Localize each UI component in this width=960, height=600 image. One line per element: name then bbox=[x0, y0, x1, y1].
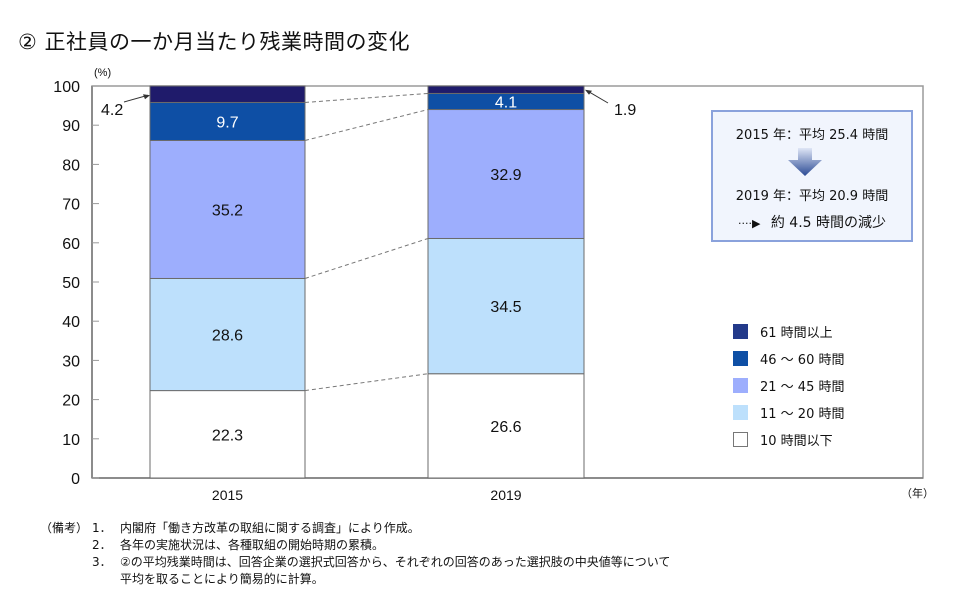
data-label: 32.9 bbox=[490, 167, 521, 184]
note-text: ②の平均残業時間は、回答企業の選択式回答から、それぞれの回答のあった選択肢の中央… bbox=[120, 555, 671, 569]
bar-segment bbox=[149, 390, 306, 479]
legend-swatch bbox=[733, 351, 748, 366]
bar-segment bbox=[149, 101, 306, 141]
legend-label: 61 時間以上 bbox=[760, 326, 833, 341]
y-tick-label: 70 bbox=[62, 197, 80, 214]
summary-box: 2015 年：平均 25.4 時間 2019 年：平均 20.9 時間 ····… bbox=[711, 110, 913, 242]
y-tick-label: 10 bbox=[62, 432, 80, 449]
x-axis-unit: （年） bbox=[901, 486, 934, 500]
connector-line bbox=[304, 373, 429, 392]
x-tick-label: 2019 bbox=[490, 487, 521, 503]
legend-swatch bbox=[733, 405, 748, 420]
note-number: 1． bbox=[92, 521, 112, 535]
legend-item: 10 時間以下 bbox=[733, 426, 844, 453]
summary-result: 約 4.5 時間の減少 bbox=[770, 215, 887, 231]
bar-segment bbox=[427, 109, 585, 239]
y-tick-label: 80 bbox=[62, 157, 80, 174]
legend-label: 10 時間以下 bbox=[760, 434, 833, 449]
data-label: 28.6 bbox=[212, 328, 243, 345]
data-label: 22.3 bbox=[212, 427, 243, 444]
callout-arrowhead bbox=[143, 94, 150, 100]
y-tick-label: 50 bbox=[62, 275, 80, 292]
legend-item: 61 時間以上 bbox=[733, 318, 844, 345]
data-label: 9.7 bbox=[216, 114, 238, 131]
note-text: 各年の実施状況は、各種取組の開始時期の累積。 bbox=[120, 538, 385, 552]
x-tick-label: 2015 bbox=[212, 487, 243, 503]
bar-segment bbox=[427, 237, 585, 375]
callout-label: 4.2 bbox=[101, 102, 123, 119]
legend-label: 11 ～ 20 時間 bbox=[760, 407, 845, 422]
summary-2015: 2015 年：平均 25.4 時間 bbox=[735, 128, 889, 143]
note-number bbox=[92, 571, 120, 588]
summary-2019: 2019 年：平均 20.9 時間 bbox=[735, 189, 889, 204]
connector-line bbox=[304, 92, 429, 103]
y-tick-label: 30 bbox=[62, 353, 80, 370]
stacked-bar-chart: 0 10 20 30 40 50 60 70 80 90 100 22.3 28.6 35.2 9.7 20… bbox=[53, 67, 934, 503]
y-tick-label: 40 bbox=[62, 314, 80, 331]
data-label: 34.5 bbox=[490, 299, 521, 316]
bar-segment bbox=[149, 277, 306, 392]
legend-swatch bbox=[733, 378, 748, 393]
bar-segment bbox=[427, 373, 585, 479]
legend: 61 時間以上 46 ～ 60 時間 21 ～ 45 時間 11 ～ 20 時間… bbox=[733, 318, 844, 453]
connector-line bbox=[304, 238, 429, 279]
dotted-arrow-icon: ····▶ bbox=[737, 217, 761, 230]
legend-item: 46 ～ 60 時間 bbox=[733, 345, 844, 372]
data-label: 4.1 bbox=[495, 94, 517, 111]
callout-arrowhead bbox=[585, 89, 592, 95]
note-text: 平均を取ることにより簡易的に計算。 bbox=[120, 572, 324, 586]
data-label: 35.2 bbox=[212, 202, 243, 219]
note-text: 内閣府「働き方改革の取組に関する調査」により作成。 bbox=[120, 521, 420, 535]
note-number: 3． bbox=[92, 555, 112, 569]
legend-label: 46 ～ 60 時間 bbox=[760, 353, 845, 368]
y-tick-label: 0 bbox=[71, 471, 80, 488]
legend-swatch bbox=[733, 324, 748, 339]
down-arrow-icon bbox=[788, 148, 822, 176]
callout-label: 1.9 bbox=[614, 102, 636, 119]
y-tick-label: 20 bbox=[62, 393, 80, 410]
bar-segment bbox=[427, 85, 585, 94]
y-tick-label: 60 bbox=[62, 236, 80, 253]
legend-label: 21 ～ 45 時間 bbox=[760, 380, 845, 395]
data-label: 26.6 bbox=[490, 419, 521, 436]
notes: （備考） 1． 内閣府「働き方改革の取組に関する調査」により作成。 2． 各年の… bbox=[40, 520, 670, 588]
notes-head: （備考） bbox=[40, 521, 89, 535]
legend-item: 21 ～ 45 時間 bbox=[733, 372, 844, 399]
bar-segment bbox=[149, 85, 306, 103]
y-tick-label: 100 bbox=[53, 79, 80, 96]
callout-line bbox=[586, 90, 609, 104]
legend-item: 11 ～ 20 時間 bbox=[733, 399, 844, 426]
y-tick-label: 90 bbox=[62, 118, 80, 135]
note-number: 2． bbox=[92, 538, 112, 552]
legend-swatch bbox=[733, 432, 748, 447]
y-axis-unit: (%) bbox=[94, 67, 111, 79]
connector-line bbox=[304, 109, 429, 141]
chart-title: ② 正社員の一か月当たり残業時間の変化 bbox=[18, 30, 410, 54]
